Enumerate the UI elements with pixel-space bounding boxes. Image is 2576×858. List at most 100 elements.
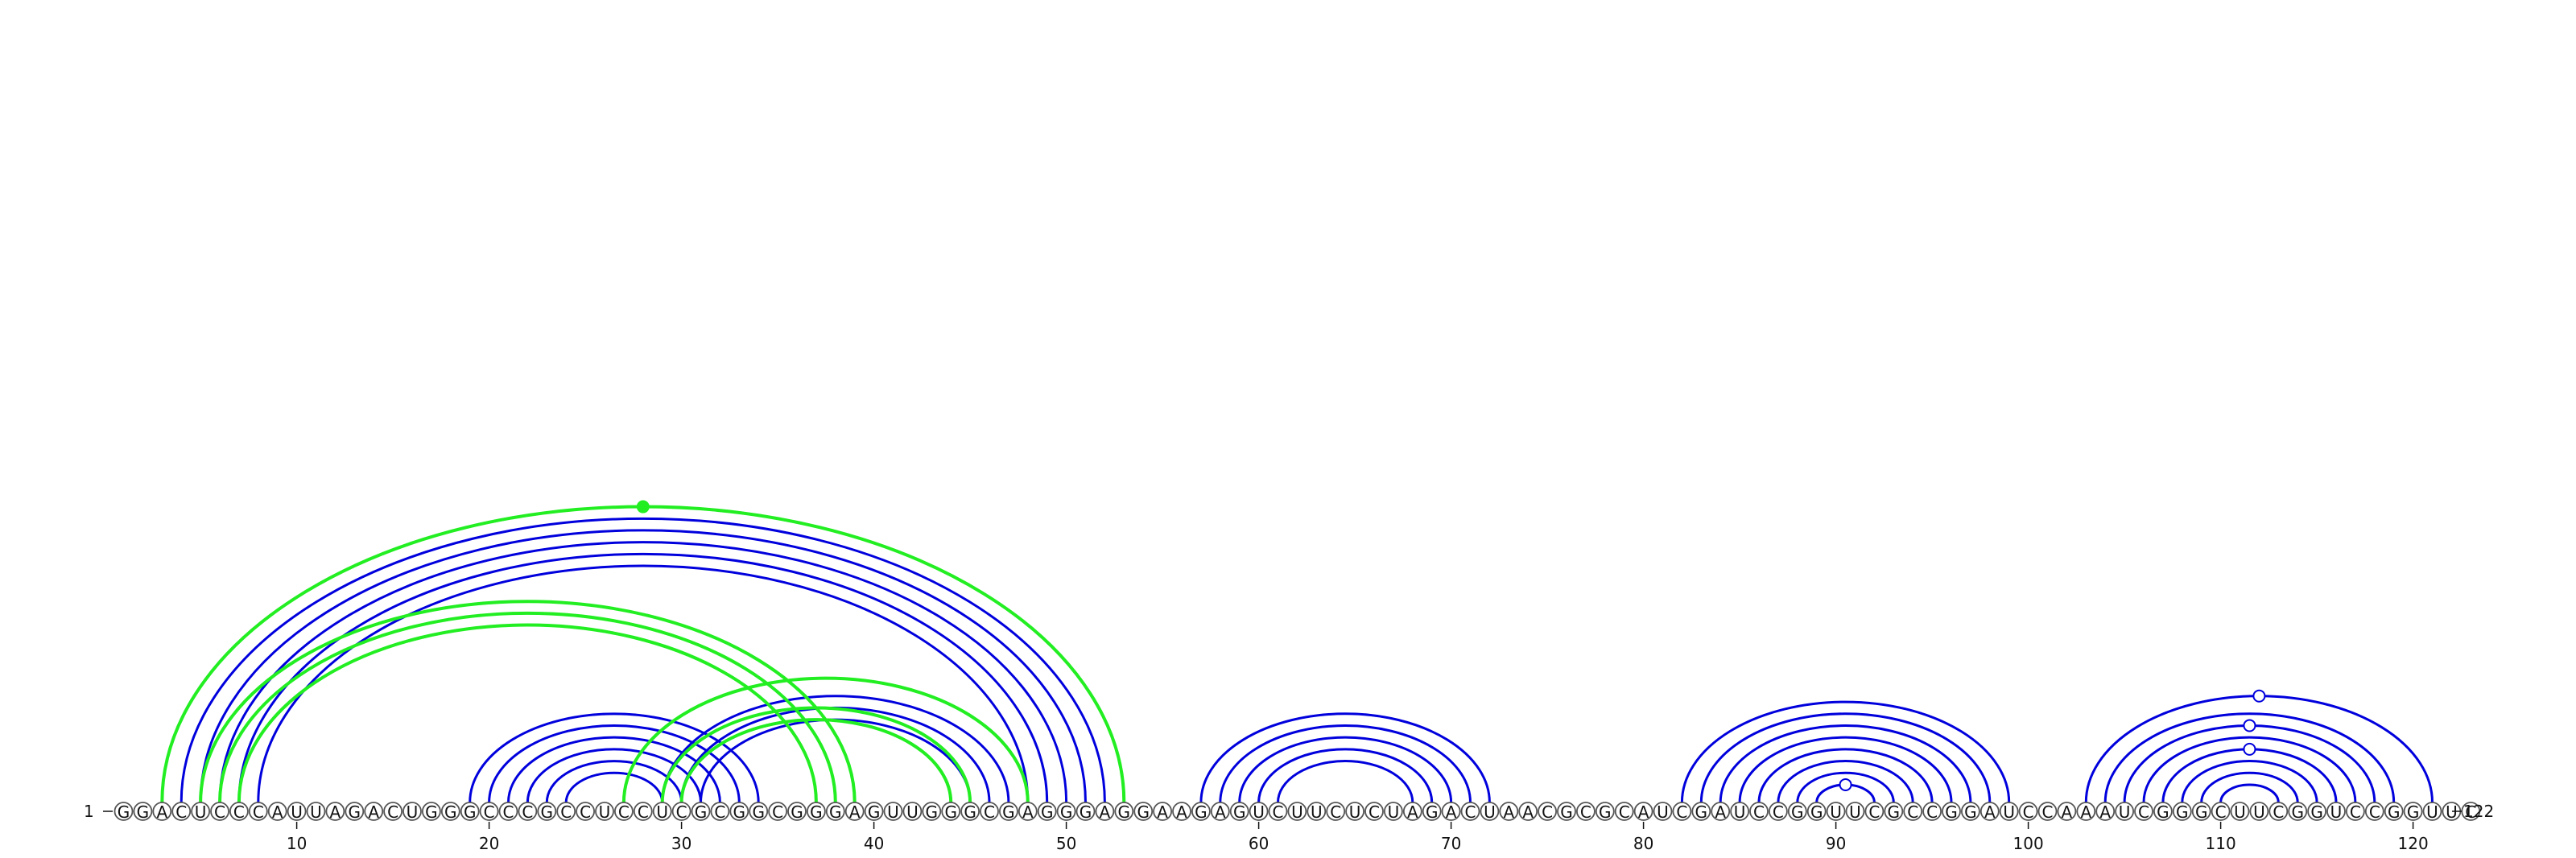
nucleotide-letter: G xyxy=(1810,802,1823,822)
nucleotide-letter: U xyxy=(1734,802,1746,822)
nucleotide-circle xyxy=(825,802,845,821)
nucleotide-circle xyxy=(1499,802,1519,821)
nucleotide-letter: A xyxy=(1157,802,1168,822)
nucleotide-circle xyxy=(2153,802,2173,821)
nucleotide-24: C xyxy=(556,802,576,822)
nucleotide-117: C xyxy=(2345,802,2365,822)
arc-blue-108-115 xyxy=(2181,760,2318,803)
nucleotide-circle xyxy=(133,802,153,821)
nucleotide-98: A xyxy=(1979,802,2000,822)
nucleotide-circle xyxy=(2191,802,2211,821)
nucleotide-circle xyxy=(1730,802,1750,821)
arc-blue-84-97 xyxy=(1719,724,1972,803)
nucleotide-121: U xyxy=(2422,802,2442,822)
nucleotide-36: G xyxy=(787,802,807,822)
nucleotide-letter: G xyxy=(791,802,803,822)
arc-blue-19-34 xyxy=(469,712,760,803)
nucleotide-letter: G xyxy=(1791,802,1804,822)
nucleotide-letter: C xyxy=(1773,802,1784,822)
nucleotide-circle xyxy=(1614,802,1634,821)
nucleotide-circle xyxy=(1749,802,1769,821)
nucleotide-circle xyxy=(1787,802,1807,821)
nucleotide-circle xyxy=(768,802,787,821)
nucleotide-52: A xyxy=(1095,802,1115,822)
nucleotide-letter: C xyxy=(714,802,725,822)
nucleotide-letter: U xyxy=(1291,802,1303,822)
arc-blue-107-116 xyxy=(2161,748,2338,803)
nucleotide-letter: U xyxy=(1349,802,1361,822)
nucleotide-86: C xyxy=(1749,802,1769,822)
nucleotide-33: G xyxy=(729,802,749,822)
nucleotide-circle xyxy=(1691,802,1711,821)
nucleotide-circle xyxy=(671,802,691,821)
nucleotide-letter: C xyxy=(560,802,572,822)
nucleotide-circle xyxy=(941,802,961,821)
nucleotide-letter: G xyxy=(1888,802,1901,822)
nucleotide-letter: C xyxy=(1676,802,1687,822)
nucleotide-circle xyxy=(1172,802,1191,821)
base-pair-arcs xyxy=(160,505,2434,803)
nucleotide-circle xyxy=(1538,802,1557,821)
nucleotide-letter: G xyxy=(1118,802,1131,822)
nucleotide-circle xyxy=(864,802,884,821)
nucleotide-13: G xyxy=(345,802,365,822)
nucleotide-93: G xyxy=(1884,802,1904,822)
nucleotide-circle xyxy=(556,802,576,821)
nucleotide-circle xyxy=(614,802,634,821)
arc-marker-105-118 xyxy=(2243,719,2256,732)
nucleotide-111: U xyxy=(2230,802,2250,822)
nucleotide-letter: C xyxy=(618,802,630,822)
nucleotide-circle xyxy=(383,802,403,821)
nucleotide-22: C xyxy=(518,802,538,822)
nucleotide-82: C xyxy=(1672,802,1692,822)
nucleotide-letter: G xyxy=(137,802,150,822)
nucleotide-78: G xyxy=(1595,802,1615,822)
nucleotide-circle xyxy=(1056,802,1076,821)
nucleotide-107: G xyxy=(2153,802,2173,822)
nucleotide-circle xyxy=(1287,802,1307,821)
nucleotide-15: C xyxy=(383,802,403,822)
nucleotide-letter: C xyxy=(387,802,398,822)
nucleotide-28: C xyxy=(633,802,653,822)
nucleotide-circle xyxy=(729,802,749,821)
nucleotide-letter: C xyxy=(2350,802,2361,822)
nucleotide-116: U xyxy=(2326,802,2346,822)
nucleotide-circle xyxy=(1576,802,1596,821)
nucleotide-circle xyxy=(460,802,480,821)
nucleotide-letter: U xyxy=(2446,802,2458,822)
nucleotide-65: U xyxy=(1345,802,1364,822)
nucleotide-circle xyxy=(1249,802,1269,821)
nucleotide-32: C xyxy=(710,802,730,822)
nucleotide-38: G xyxy=(825,802,845,822)
arc-green-6-38 xyxy=(218,611,837,803)
nucleotide-62: U xyxy=(1287,802,1307,822)
nucleotide-letter: G xyxy=(810,802,823,822)
nucleotide-circle xyxy=(537,802,557,821)
nucleotide-circle xyxy=(1460,802,1480,821)
nucleotide-101: C xyxy=(2037,802,2058,822)
nucleotide-circle xyxy=(1922,802,1942,821)
nucleotide-91: U xyxy=(1845,802,1865,822)
nucleotide-circle xyxy=(306,802,326,821)
nucleotide-circle xyxy=(902,802,923,821)
nucleotide-letter: A xyxy=(1984,802,1996,822)
nucleotide-88: G xyxy=(1787,802,1807,822)
nucleotide-letter: A xyxy=(330,802,341,822)
nucleotide-68: A xyxy=(1402,802,1422,822)
nucleotide-letter: G xyxy=(444,802,457,822)
nucleotide-letter: A xyxy=(1522,802,1534,822)
nucleotide-letter: G xyxy=(926,802,939,822)
nucleotide-circle xyxy=(1402,802,1422,821)
nucleotide-34: G xyxy=(749,802,769,822)
nucleotide-circle xyxy=(114,802,134,821)
arc-blue-83-98 xyxy=(1699,712,1992,803)
nucleotide-69: G xyxy=(1422,802,1442,822)
nucleotide-8: C xyxy=(248,802,268,822)
nucleotide-circle xyxy=(1210,802,1230,821)
nucleotide-letter: C xyxy=(2042,802,2054,822)
nucleotide-letter: G xyxy=(1002,802,1015,822)
nucleotide-circle xyxy=(1268,802,1288,821)
nucleotide-39: A xyxy=(844,802,865,822)
nucleotide-72: U xyxy=(1480,802,1500,822)
nucleotide-letter: G xyxy=(1945,802,1958,822)
